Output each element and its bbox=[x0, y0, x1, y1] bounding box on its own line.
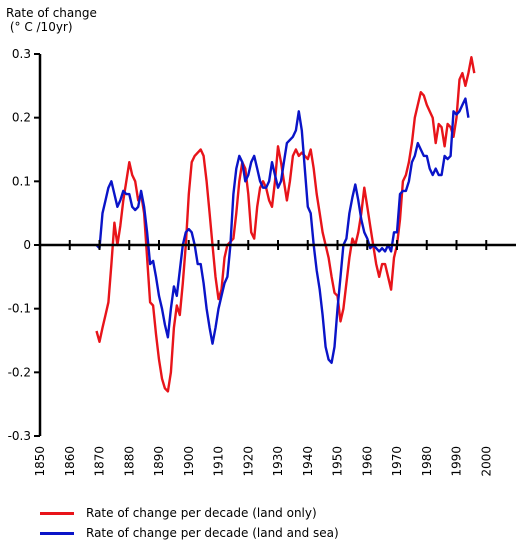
y-tick-label: -0.1 bbox=[8, 302, 31, 316]
y-tick-label: 0.3 bbox=[12, 47, 31, 61]
y-tick-label: -0.3 bbox=[8, 429, 31, 443]
y-tick-label: 0.1 bbox=[12, 174, 31, 188]
x-tick-label: 1940 bbox=[301, 446, 315, 477]
legend-label-land-and-sea: Rate of change per decade (land and sea) bbox=[86, 526, 339, 540]
axes-layer: -0.3 -0.2 -0.1 0 0.1 0.2 0.3 1850 1860 1870 1880 18… bbox=[8, 47, 516, 477]
y-tick-label: 0.2 bbox=[12, 111, 31, 125]
x-tick-label: 1870 bbox=[93, 446, 107, 477]
y-axis-title: Rate of change (° C /10yr) bbox=[6, 6, 97, 34]
x-tick-label: 1860 bbox=[63, 446, 77, 477]
x-tick-label: 2000 bbox=[479, 446, 493, 477]
legend: Rate of change per decade (land only) Ra… bbox=[40, 503, 339, 543]
legend-item-land-only: Rate of change per decade (land only) bbox=[40, 503, 339, 523]
legend-swatch-land-and-sea bbox=[40, 531, 74, 535]
x-tick-label: 1970 bbox=[390, 446, 404, 477]
x-tick-label: 1950 bbox=[331, 446, 345, 477]
series-layer bbox=[95, 56, 476, 393]
legend-swatch-land-only bbox=[40, 511, 74, 515]
y-tick-label: 0 bbox=[23, 238, 31, 252]
x-tick-label: 1850 bbox=[33, 446, 47, 477]
x-tick-label: 1910 bbox=[212, 446, 226, 477]
legend-label-land-only: Rate of change per decade (land only) bbox=[86, 506, 317, 520]
x-tick-label: 1960 bbox=[360, 446, 374, 477]
series-line-land-and-sea bbox=[95, 97, 470, 364]
legend-item-land-and-sea: Rate of change per decade (land and sea) bbox=[40, 523, 339, 543]
x-tick-label: 1920 bbox=[241, 446, 255, 477]
series-line-land-only bbox=[95, 56, 476, 393]
line-chart: -0.3 -0.2 -0.1 0 0.1 0.2 0.3 1850 1860 1870 1880 18… bbox=[8, 47, 516, 477]
x-tick-label: 1930 bbox=[271, 446, 285, 477]
x-tick-label: 1990 bbox=[450, 446, 464, 477]
x-tick-label: 1980 bbox=[420, 446, 434, 477]
x-tick-label: 1900 bbox=[182, 446, 196, 477]
x-tick-label: 1880 bbox=[122, 446, 136, 477]
y-tick-label: -0.2 bbox=[8, 365, 31, 379]
y-axis-title-line-2: (° C /10yr) bbox=[9, 20, 73, 34]
x-tick-label: 1890 bbox=[152, 446, 166, 477]
y-axis-title-line-1: Rate of change bbox=[6, 6, 97, 20]
